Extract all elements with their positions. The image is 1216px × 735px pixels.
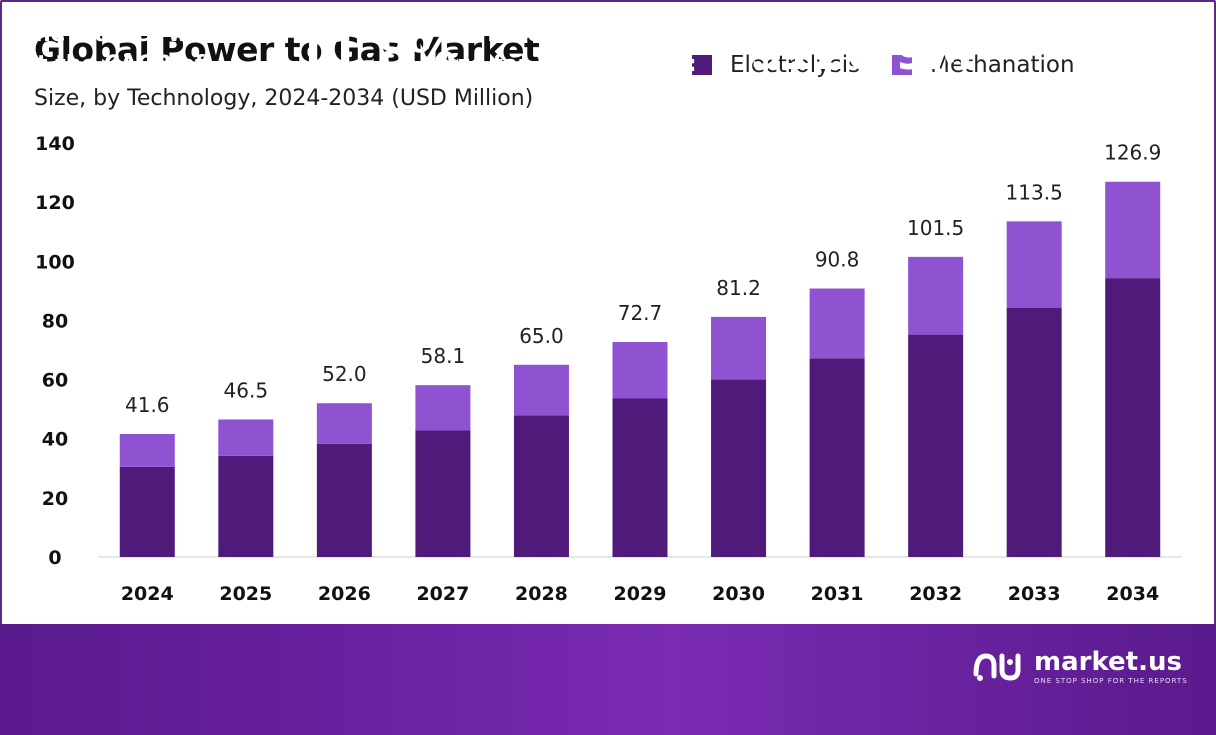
bar-methanation-2031 — [809, 288, 865, 359]
data-label-total-2027: 58.1 — [421, 344, 466, 368]
bar-methanation-2024 — [119, 433, 175, 467]
x-tick-label-2031: 2031 — [811, 583, 864, 605]
bar-electrolysis-2033 — [1006, 308, 1062, 557]
x-tick-label-2029: 2029 — [614, 583, 667, 605]
forecast-label: The Forecasted Market Size for 2034 in U… — [434, 20, 719, 80]
legend-swatch-electrolysis — [692, 55, 712, 75]
chart-subtitle: Size, by Technology, 2024-2034 (USD Mill… — [34, 86, 534, 111]
forecast-label-line1: The Forecasted Market — [434, 22, 720, 47]
bar-methanation-2032 — [908, 256, 964, 335]
chart-title: Global Power to Gas Market — [34, 30, 540, 69]
x-tick-label-2032: 2032 — [909, 583, 962, 605]
y-tick-label: 120 — [35, 192, 75, 214]
legend-label-electrolysis: Electrolysis — [730, 52, 861, 78]
legend-swatch-methanation — [892, 55, 913, 75]
bar-methanation-2029 — [612, 342, 668, 399]
bar-electrolysis-2027 — [415, 430, 471, 557]
bar-electrolysis-2034 — [1105, 278, 1161, 557]
bar-electrolysis-2028 — [513, 415, 569, 557]
brand-tagline: ONE STOP SHOP FOR THE REPORTS — [1034, 677, 1188, 685]
x-tick-label-2024: 2024 — [121, 583, 174, 605]
bar-electrolysis-2031 — [809, 358, 865, 557]
data-label-total-2031: 90.8 — [815, 247, 860, 271]
y-tick-label: 0 — [48, 547, 61, 569]
x-tick-label-2025: 2025 — [219, 583, 272, 605]
cagr-label-line2: At the CAGR of: — [20, 52, 214, 77]
data-label-total-2024: 41.6 — [125, 393, 170, 417]
x-tick-label-2030: 2030 — [712, 583, 765, 605]
data-label-total-2030: 81.2 — [716, 276, 761, 300]
data-label-total-2025: 46.5 — [224, 378, 269, 402]
chart-legend: Electrolysis Methanation — [692, 52, 1107, 78]
x-tick-label-2026: 2026 — [318, 583, 371, 605]
y-tick-label: 140 — [35, 133, 75, 155]
legend-item-methanation: Methanation — [892, 52, 1075, 78]
y-tick-label: 60 — [42, 370, 68, 392]
data-label-total-2028: 65.0 — [519, 324, 564, 348]
bar-electrolysis-2030 — [711, 379, 767, 557]
forecast-value: $126.9M — [750, 26, 974, 80]
bar-electrolysis-2032 — [908, 334, 964, 557]
cagr-value: 11.8% — [296, 26, 456, 80]
forecast-label-line2: Size for 2034 in USD: — [434, 52, 697, 77]
bar-electrolysis-2025 — [218, 455, 274, 557]
x-tick-label-2033: 2033 — [1008, 583, 1061, 605]
bar-electrolysis-2026 — [316, 443, 372, 557]
legend-label-methanation: Methanation — [930, 52, 1075, 78]
y-tick-label: 80 — [42, 310, 68, 332]
bar-methanation-2030 — [711, 316, 767, 380]
brand: market.us ONE STOP SHOP FOR THE REPORTS — [972, 646, 1188, 686]
y-tick-label: 100 — [35, 251, 75, 273]
cagr-label: The Market will Grow At the CAGR of: — [20, 20, 283, 80]
legend-item-electrolysis: Electrolysis — [692, 52, 860, 78]
bar-methanation-2028 — [513, 364, 569, 416]
market-us-logo-icon — [973, 653, 1021, 681]
bar-methanation-2027 — [415, 385, 471, 431]
cagr-label-line1: The Market will Grow — [20, 22, 283, 47]
bar-methanation-2026 — [316, 403, 372, 444]
brand-name: market.us — [1034, 647, 1182, 677]
bar-methanation-2034 — [1105, 181, 1161, 279]
bar-electrolysis-2024 — [119, 466, 175, 557]
data-label-total-2034: 126.9 — [1104, 141, 1161, 165]
data-label-total-2032: 101.5 — [907, 216, 964, 240]
x-tick-label-2034: 2034 — [1106, 583, 1159, 605]
x-tick-label-2028: 2028 — [515, 583, 568, 605]
data-label-total-2033: 113.5 — [1006, 180, 1063, 204]
stacked-bar-chart: 0 20 40 60 80 100 120 140 41.6 2024 46.5 2025 52.0 20… — [35, 133, 1182, 605]
data-label-total-2029: 72.7 — [618, 301, 663, 325]
x-tick-label-2027: 2027 — [416, 583, 469, 605]
y-tick-label: 20 — [42, 488, 68, 510]
y-tick-label: 40 — [42, 429, 68, 451]
bar-methanation-2033 — [1006, 221, 1062, 309]
bar-electrolysis-2029 — [612, 398, 668, 557]
bar-methanation-2025 — [218, 419, 274, 456]
data-label-total-2026: 52.0 — [322, 362, 367, 386]
